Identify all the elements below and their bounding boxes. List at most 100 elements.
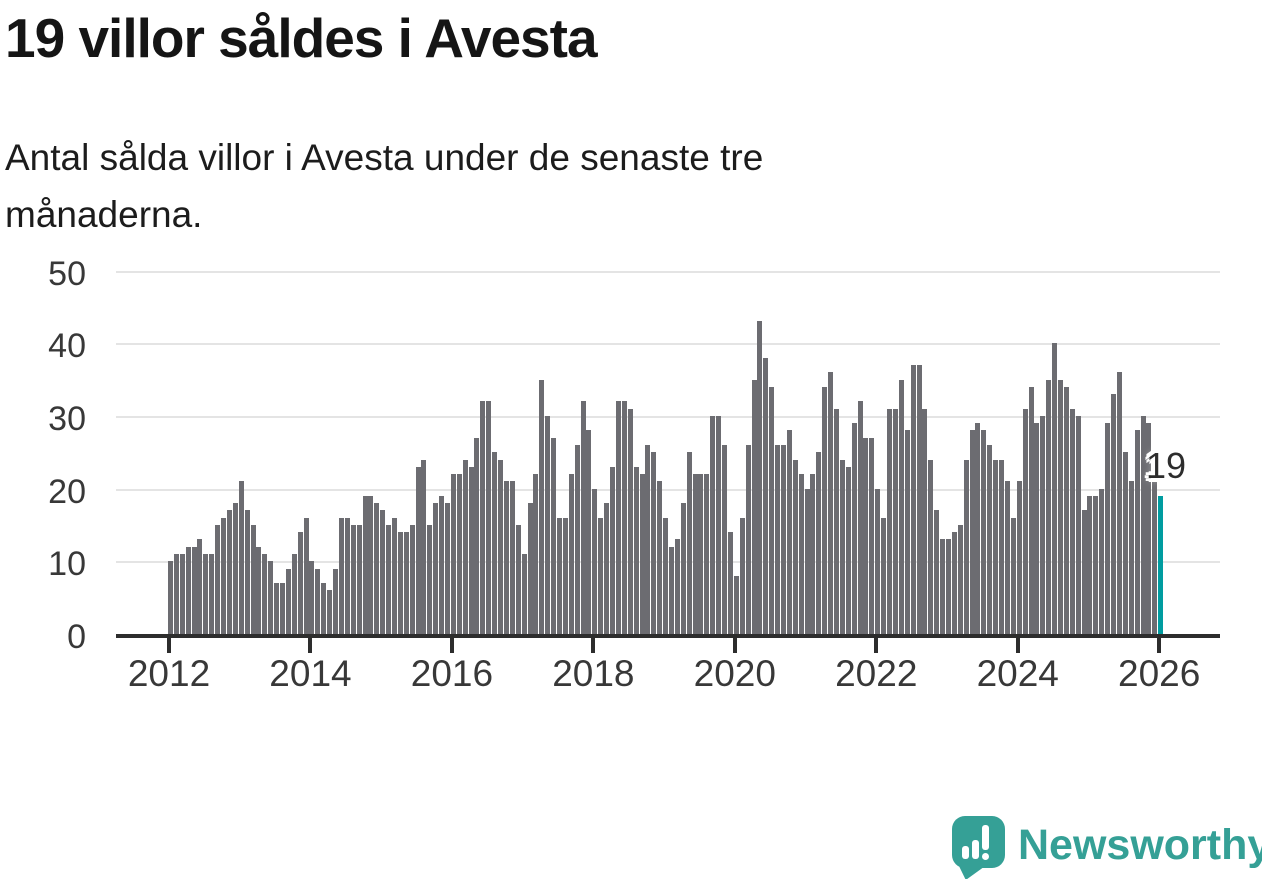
bar — [327, 590, 333, 634]
bar — [279, 583, 285, 634]
bar — [1099, 488, 1105, 634]
bar — [792, 459, 798, 634]
bar — [168, 561, 173, 634]
bar — [498, 459, 504, 634]
bar — [1116, 372, 1122, 634]
bar — [433, 503, 439, 634]
y-axis-tick-label: 10 — [48, 545, 86, 584]
bar — [539, 379, 545, 634]
bar — [892, 408, 898, 634]
bar — [910, 365, 916, 634]
y-gridline — [116, 270, 1220, 273]
bar — [1057, 379, 1063, 634]
bar — [757, 321, 763, 634]
bar — [1122, 452, 1128, 634]
y-axis-tick-label: 50 — [48, 254, 86, 293]
bar — [704, 474, 710, 634]
chart-title: 19 villor såldes i Avesta — [5, 7, 598, 69]
chart-subtitle-line1: Antal sålda villor i Avesta under de sen… — [5, 137, 764, 178]
bar — [710, 415, 716, 634]
bar — [362, 495, 368, 634]
bar — [745, 444, 751, 634]
bar — [397, 532, 403, 634]
bar — [368, 495, 374, 634]
bar — [839, 459, 845, 634]
bar — [928, 459, 934, 634]
bar — [869, 437, 875, 634]
bar — [598, 517, 604, 634]
bar — [716, 415, 722, 634]
bar — [285, 568, 291, 634]
x-axis-tick-label: 2024 — [976, 653, 1059, 694]
bar — [834, 408, 840, 634]
bar — [739, 517, 745, 634]
x-axis-tick-label: 2012 — [127, 653, 211, 694]
bar — [692, 474, 698, 634]
bar — [250, 524, 256, 634]
bar — [733, 575, 739, 634]
bar — [409, 524, 415, 634]
bar — [592, 488, 598, 634]
bar — [509, 481, 515, 634]
bar — [680, 503, 686, 634]
bar — [1052, 343, 1058, 634]
bar — [1040, 415, 1046, 634]
bar — [492, 452, 498, 634]
bar — [321, 583, 327, 634]
bar — [1128, 481, 1134, 634]
last-value-label: 19 — [1145, 445, 1187, 486]
bar — [568, 474, 574, 634]
x-axis-tick — [732, 638, 737, 653]
bar — [999, 459, 1005, 634]
bar — [763, 357, 769, 634]
x-axis-tick-label: 2016 — [410, 653, 494, 694]
bar — [274, 583, 280, 634]
bar — [551, 437, 557, 634]
logo-bubble-tail — [958, 864, 988, 879]
bar — [315, 568, 321, 634]
bar — [786, 430, 792, 634]
bar — [515, 524, 521, 634]
logo-exclamation-icon — [982, 825, 989, 850]
bar — [503, 481, 509, 634]
bar — [1111, 394, 1117, 634]
bar — [427, 524, 433, 634]
y-gridline — [116, 343, 1220, 346]
bar — [1075, 415, 1081, 634]
chart-subtitle: Antal sålda villor i Avesta under de sen… — [5, 130, 763, 244]
bar — [297, 532, 303, 634]
bar — [456, 474, 462, 634]
bar — [957, 524, 963, 634]
bar — [403, 532, 409, 634]
y-gridline — [116, 488, 1220, 491]
bar — [775, 444, 781, 634]
bar — [303, 517, 309, 634]
newsworthy-logo[interactable]: Newsworthy — [950, 812, 1262, 879]
bar — [521, 554, 527, 634]
bar — [1063, 386, 1069, 634]
bar — [1046, 379, 1052, 634]
bar — [940, 539, 946, 634]
bar — [1081, 510, 1087, 634]
highlighted-bar — [1158, 495, 1164, 634]
bar — [963, 459, 969, 634]
bar — [533, 474, 539, 634]
bar — [226, 510, 232, 634]
bar — [804, 488, 810, 634]
bar — [238, 481, 244, 634]
bar — [727, 532, 733, 634]
bar — [527, 503, 533, 634]
bar — [898, 379, 904, 634]
bar — [179, 554, 185, 634]
bar — [816, 452, 822, 634]
bar — [851, 423, 857, 634]
bar — [993, 459, 999, 634]
bar — [262, 554, 268, 634]
x-axis-tick — [1015, 638, 1020, 653]
bar — [291, 554, 297, 634]
bar — [657, 481, 663, 634]
bar — [916, 365, 922, 634]
x-axis-tick — [591, 638, 596, 653]
bar — [562, 517, 568, 634]
bar — [904, 430, 910, 634]
